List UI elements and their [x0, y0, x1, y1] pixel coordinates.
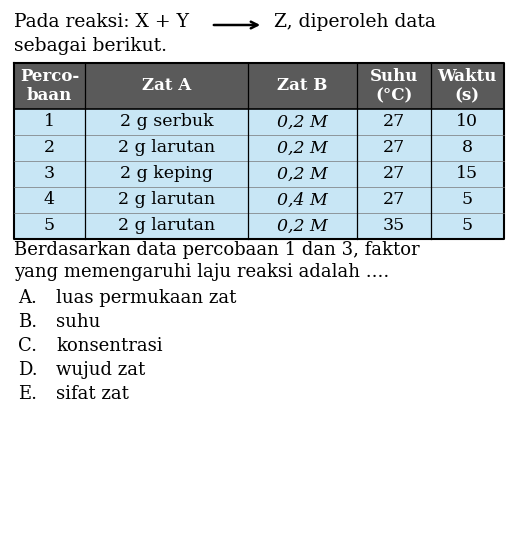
Text: sifat zat: sifat zat — [56, 385, 129, 403]
Text: E.: E. — [18, 385, 37, 403]
Text: Zat B: Zat B — [277, 78, 328, 95]
Text: 1: 1 — [44, 114, 55, 131]
Bar — [14, 63, 504, 109]
Text: 2 g larutan: 2 g larutan — [118, 139, 215, 156]
Text: Waktu
(s): Waktu (s) — [438, 68, 497, 104]
Text: 27: 27 — [383, 192, 405, 208]
Text: 2 g keping: 2 g keping — [120, 165, 213, 182]
Text: C.: C. — [18, 337, 37, 355]
Text: luas permukaan zat: luas permukaan zat — [56, 289, 236, 307]
Text: B.: B. — [18, 313, 37, 331]
Text: 27: 27 — [383, 114, 405, 131]
Text: 15: 15 — [456, 165, 478, 182]
Text: sebagai berikut.: sebagai berikut. — [14, 37, 167, 55]
Text: suhu: suhu — [56, 313, 100, 331]
Text: A.: A. — [18, 289, 37, 307]
Text: 5: 5 — [462, 218, 473, 235]
Text: Berdasarkan data percobaan 1 dan 3, faktor: Berdasarkan data percobaan 1 dan 3, fakt… — [14, 241, 420, 259]
Text: 5: 5 — [462, 192, 473, 208]
Text: Suhu
(°C): Suhu (°C) — [369, 68, 418, 104]
Text: 0,4 M: 0,4 M — [277, 192, 328, 208]
Text: Z, diperoleh data: Z, diperoleh data — [268, 13, 436, 31]
Text: 27: 27 — [383, 165, 405, 182]
Text: 2 g larutan: 2 g larutan — [118, 218, 215, 235]
Text: konsentrasi: konsentrasi — [56, 337, 163, 355]
Text: Perco-
baan: Perco- baan — [20, 68, 79, 104]
Text: 0,2 M: 0,2 M — [277, 218, 328, 235]
Text: 4: 4 — [44, 192, 55, 208]
Text: 0,2 M: 0,2 M — [277, 114, 328, 131]
Text: Zat A: Zat A — [142, 78, 191, 95]
Text: wujud zat: wujud zat — [56, 361, 145, 379]
Text: 27: 27 — [383, 139, 405, 156]
Text: 0,2 M: 0,2 M — [277, 139, 328, 156]
Text: D.: D. — [18, 361, 38, 379]
Text: 0,2 M: 0,2 M — [277, 165, 328, 182]
Text: 8: 8 — [462, 139, 473, 156]
Text: 10: 10 — [456, 114, 478, 131]
Text: yang memengaruhi laju reaksi adalah ....: yang memengaruhi laju reaksi adalah .... — [14, 263, 389, 281]
Text: 2: 2 — [44, 139, 55, 156]
Text: 2 g serbuk: 2 g serbuk — [120, 114, 213, 131]
Text: 3: 3 — [44, 165, 55, 182]
Text: 35: 35 — [383, 218, 405, 235]
Text: 2 g larutan: 2 g larutan — [118, 192, 215, 208]
Text: 5: 5 — [44, 218, 55, 235]
Text: Pada reaksi: X + Y: Pada reaksi: X + Y — [14, 13, 195, 31]
Bar — [14, 109, 504, 239]
